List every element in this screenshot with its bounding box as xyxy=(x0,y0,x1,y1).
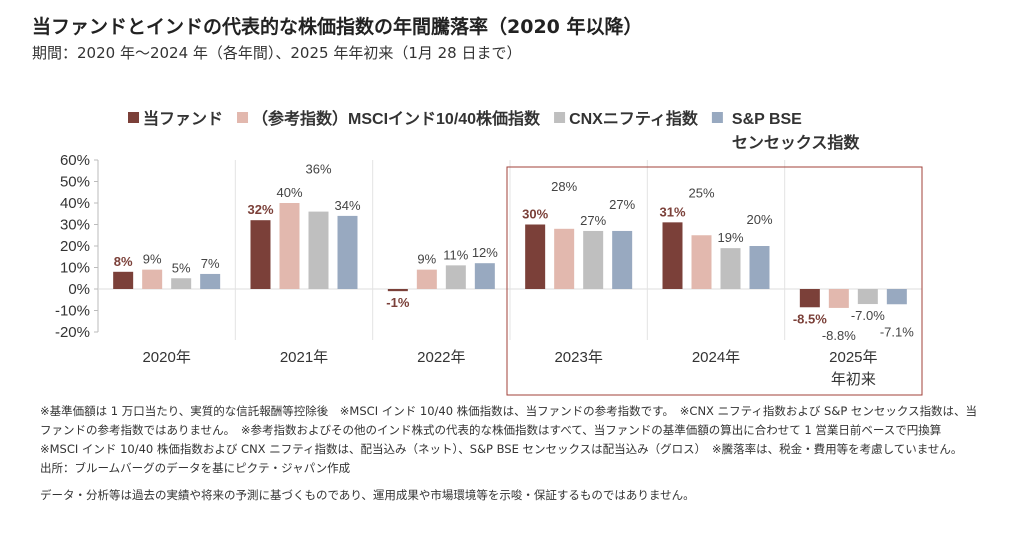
source-text: 出所：ブルームバーグのデータを基にピクテ・ジャパン作成 xyxy=(40,461,351,475)
data-label: 34% xyxy=(334,198,360,213)
bar xyxy=(799,289,820,308)
bar xyxy=(828,289,849,308)
bar xyxy=(857,289,878,305)
y-tick-label: -20% xyxy=(55,324,90,341)
chart-title: 当ファンドとインドの代表的な株価指数の年間騰落率（2020 年以降） xyxy=(32,16,643,38)
data-label: 27% xyxy=(580,213,606,228)
legend-label: センセックス指数 xyxy=(732,133,861,152)
legend-swatch xyxy=(237,112,249,123)
x-tick-label: 2022年 xyxy=(417,349,465,366)
chart-subtitle: 期間：2020 年～2024 年（各年間）、2025 年年初来（1月 28 日ま… xyxy=(32,44,522,62)
bar xyxy=(200,273,221,289)
x-tick-label: 2023年 xyxy=(554,349,602,366)
y-tick-label: 40% xyxy=(60,195,90,212)
data-label: 11% xyxy=(443,247,468,262)
bar xyxy=(279,203,300,289)
data-label: 28% xyxy=(551,179,577,194)
data-label: 9% xyxy=(417,252,436,267)
disclaimer: データ・分析等は過去の実績や将来の予測に基づくものであり、運用成果や市場環境等を… xyxy=(40,488,695,502)
legend-label: 当ファンド xyxy=(143,109,223,128)
data-label: -8.5% xyxy=(793,311,827,326)
x-tick-label: 2021年 xyxy=(280,349,328,366)
bar xyxy=(583,230,604,289)
x-tick-label: 2025年 xyxy=(829,349,877,366)
bar xyxy=(720,248,741,289)
highlight-box xyxy=(506,166,923,396)
bar xyxy=(691,235,712,289)
data-label: 30% xyxy=(522,207,548,222)
data-label: 19% xyxy=(717,230,743,245)
bar xyxy=(474,263,495,289)
bar xyxy=(554,228,575,289)
notes-text: ※基準価額は 1 万口当たり、実質的な信託報酬等控除後 ※MSCI インド 10… xyxy=(40,404,978,456)
y-tick-label: 20% xyxy=(60,238,90,255)
y-tick-label: 10% xyxy=(60,260,90,277)
legend-label: S&P BSE xyxy=(732,111,802,128)
data-label: 27% xyxy=(609,197,635,212)
footnotes: ※基準価額は 1 万口当たり、実質的な信託報酬等控除後 ※MSCI インド 10… xyxy=(40,402,980,505)
data-label: 31% xyxy=(659,204,685,219)
bar xyxy=(445,265,466,289)
bar xyxy=(308,211,329,289)
data-label: -7.1% xyxy=(880,324,914,339)
bar xyxy=(387,289,408,292)
data-label: 9% xyxy=(143,252,162,267)
data-label: 20% xyxy=(746,212,772,227)
data-label: 12% xyxy=(472,245,498,260)
data-label: 36% xyxy=(305,162,331,177)
x-tick-label: 2020年 xyxy=(142,349,190,366)
data-label: 5% xyxy=(172,260,191,275)
bar-chart: 60% 50% 40% 30% 20% 10% 0% -10% -20% 2020年 8% 9% 5% 7… xyxy=(55,109,923,396)
data-label: -1% xyxy=(386,295,410,310)
data-label: 32% xyxy=(247,202,273,217)
x-tick-label: 年初来 xyxy=(831,371,876,388)
bar xyxy=(171,278,192,289)
y-tick-label: 0% xyxy=(68,281,90,298)
bar xyxy=(250,220,271,289)
legend-label: CNXニフティ指数 xyxy=(569,109,699,128)
bar xyxy=(416,269,437,289)
bar xyxy=(749,246,770,289)
y-tick-label: -10% xyxy=(55,303,90,320)
data-label: 25% xyxy=(688,185,714,200)
data-label: -8.8% xyxy=(822,328,856,343)
legend-swatch xyxy=(711,112,723,123)
bar xyxy=(886,289,907,305)
y-tick-label: 50% xyxy=(60,174,90,191)
bar xyxy=(612,230,633,289)
bar xyxy=(142,269,163,289)
data-label: 8% xyxy=(114,254,133,269)
data-label: 7% xyxy=(201,256,220,271)
y-tick-label: 30% xyxy=(60,217,90,234)
bar xyxy=(662,222,683,289)
legend-label: （参考指数）MSCIインド10/40株価指数 xyxy=(252,109,541,128)
legend-swatch xyxy=(128,112,139,123)
x-tick-label: 2024年 xyxy=(692,349,740,366)
data-label: -7.0% xyxy=(851,308,885,323)
bar xyxy=(525,224,546,289)
bar xyxy=(113,271,134,289)
bar xyxy=(337,215,358,289)
data-label: 40% xyxy=(276,185,302,200)
y-tick-label: 60% xyxy=(60,152,90,169)
legend-swatch xyxy=(554,112,566,123)
